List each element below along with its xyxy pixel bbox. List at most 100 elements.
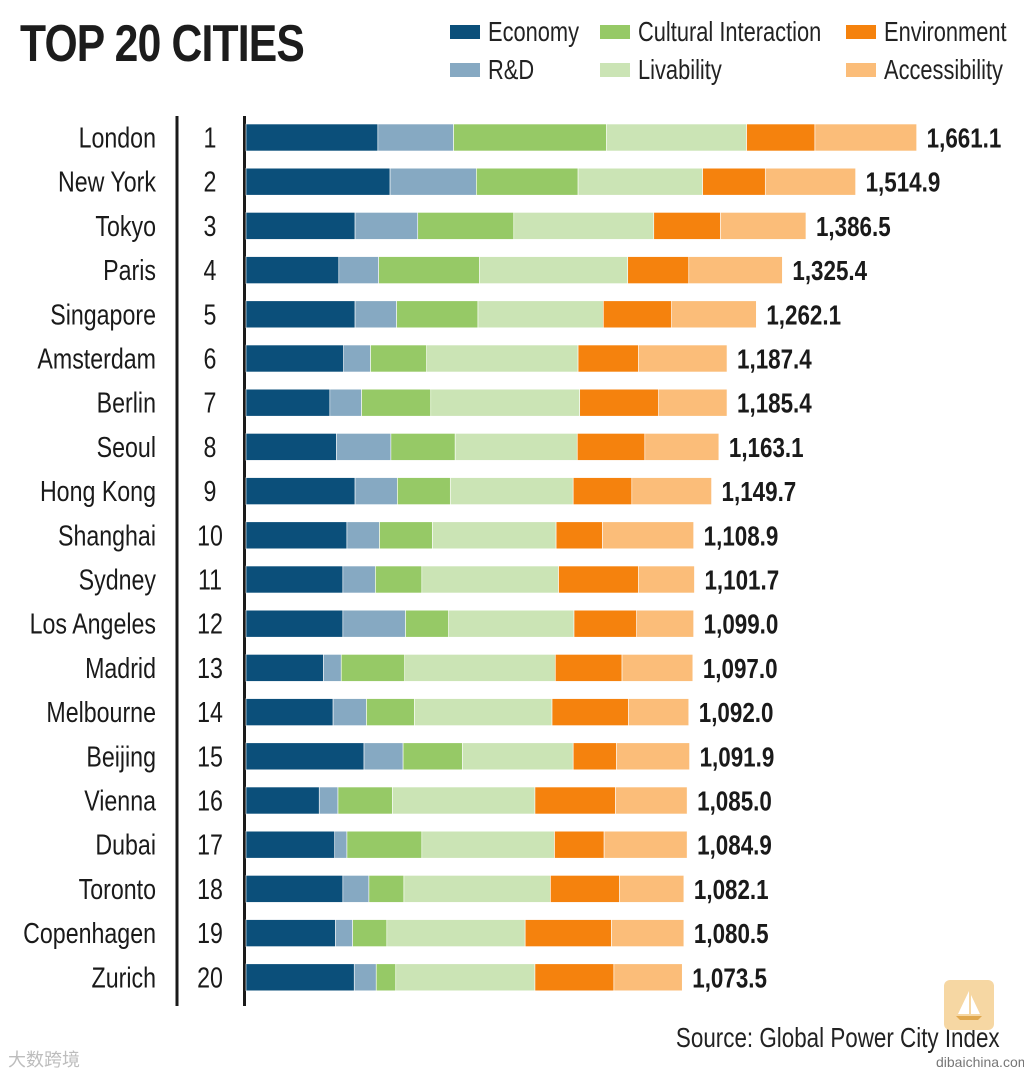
city-label-amsterdam: Amsterdam (37, 342, 156, 375)
bar-melbourne-livability (414, 698, 553, 726)
bar-berlin-livability (430, 388, 581, 417)
rank-label-11: 11 (198, 563, 222, 596)
bar-sydney-cultural-interaction (375, 565, 423, 594)
bar-amsterdam-accessibility (638, 344, 728, 373)
bar-new-york-r-d (389, 167, 477, 196)
bar-vienna-economy (245, 786, 320, 815)
bar-amsterdam-r-d (343, 344, 371, 373)
bar-singapore-livability (477, 300, 604, 329)
bar-madrid-livability (404, 654, 556, 682)
bar-shanghai-cultural-interaction (379, 521, 433, 550)
rank-label-17: 17 (197, 828, 223, 861)
legend-item-economy: Economy (450, 16, 605, 48)
city-label-hong-kong: Hong Kong (40, 475, 156, 508)
bar-new-york-accessibility (764, 167, 856, 196)
bar-dubai-livability (421, 830, 555, 859)
bar-vienna-cultural-interaction (337, 786, 393, 815)
city-label-paris: Paris (103, 254, 156, 287)
bar-london-accessibility (814, 123, 917, 152)
rank-label-1: 1 (204, 121, 217, 154)
total-label-vienna: 1,085.0 (697, 786, 772, 817)
rank-label-3: 3 (204, 209, 217, 242)
bar-tokyo-cultural-interaction (417, 212, 515, 240)
bar-beijing-environment (572, 742, 617, 771)
bar-los-angeles-environment (573, 609, 637, 638)
bar-dubai-r-d (334, 830, 348, 859)
total-label-los-angeles: 1,099.0 (704, 609, 779, 640)
bar-paris-accessibility (688, 256, 783, 284)
bar-berlin-cultural-interaction (361, 388, 432, 417)
bar-singapore-environment (603, 300, 672, 329)
bar-paris-livability (479, 256, 629, 284)
bar-sydney-r-d (342, 565, 376, 594)
bar-zurich-livability (395, 963, 536, 992)
bar-los-angeles-cultural-interaction (405, 609, 449, 638)
total-label-sydney: 1,101.7 (704, 565, 779, 596)
city-label-tokyo: Tokyo (95, 209, 156, 242)
city-label-singapore: Singapore (50, 298, 156, 331)
bar-seoul-livability (454, 433, 578, 461)
city-label-berlin: Berlin (97, 386, 156, 419)
city-label-sydney: Sydney (79, 563, 157, 596)
legend-label-rd: R&D (488, 54, 535, 85)
bar-los-angeles-livability (448, 609, 575, 638)
legend-label-livability: Livability (638, 54, 722, 85)
total-label-dubai: 1,084.9 (697, 830, 772, 861)
bar-toronto-r-d (342, 875, 370, 903)
legend-swatch-environment (846, 25, 876, 39)
city-label-los-angeles: Los Angeles (30, 607, 156, 640)
bar-copenhagen-accessibility (611, 919, 685, 947)
city-label-vienna: Vienna (84, 784, 156, 817)
bar-madrid-accessibility (621, 654, 694, 682)
bar-seoul-economy (245, 433, 337, 461)
bar-hong-kong-accessibility (631, 477, 712, 505)
bar-toronto-accessibility (619, 875, 685, 903)
bar-copenhagen-livability (386, 919, 526, 947)
rank-label-13: 13 (197, 651, 223, 684)
total-label-paris: 1,325.4 (792, 256, 867, 287)
total-label-seoul: 1,163.1 (729, 433, 804, 464)
bar-vienna-accessibility (615, 786, 688, 815)
bar-berlin-accessibility (658, 388, 728, 417)
city-label-shanghai: Shanghai (58, 519, 156, 552)
city-label-new-york: New York (58, 165, 157, 198)
bar-beijing-accessibility (616, 742, 690, 771)
rank-label-10: 10 (197, 519, 223, 552)
city-label-beijing: Beijing (86, 740, 156, 773)
rank-label-18: 18 (197, 872, 223, 905)
bar-zurich-economy (245, 963, 355, 992)
bar-beijing-cultural-interaction (402, 742, 463, 771)
bar-shanghai-environment (555, 521, 603, 550)
bar-hong-kong-environment (572, 477, 633, 505)
bar-seoul-accessibility (644, 433, 720, 461)
city-label-dubai: Dubai (95, 828, 156, 861)
bar-los-angeles-economy (245, 609, 344, 638)
bar-new-york-livability (577, 167, 703, 196)
bar-hong-kong-economy (245, 477, 356, 505)
bar-berlin-r-d (329, 388, 362, 417)
bar-vienna-livability (392, 786, 536, 815)
bar-madrid-environment (554, 654, 623, 682)
bar-beijing-livability (462, 742, 574, 771)
bar-sydney-livability (421, 565, 559, 594)
city-label-madrid: Madrid (85, 651, 156, 684)
chart-title: TOP 20 CITIES (20, 15, 305, 73)
bar-los-angeles-r-d (342, 609, 406, 638)
bar-london-environment (746, 123, 816, 152)
watermark-logo-text: dibaichina.com (936, 1054, 1024, 1070)
rank-label-2: 2 (204, 165, 217, 198)
rank-label-16: 16 (197, 784, 223, 817)
bar-vienna-r-d (318, 786, 339, 815)
legend-item-accessibility: Accessibility (846, 54, 1024, 86)
bar-singapore-economy (245, 300, 356, 329)
watermark-text: 大数跨境 (8, 1050, 80, 1070)
sailboat-logo-icon (944, 980, 994, 1030)
legend-item-environment: Environment (846, 16, 1024, 48)
bar-new-york-economy (245, 167, 391, 196)
city-label-copenhagen: Copenhagen (23, 917, 156, 950)
total-label-shanghai: 1,108.9 (704, 521, 779, 552)
bar-beijing-r-d (363, 742, 404, 771)
bar-london-r-d (377, 123, 454, 152)
bar-hong-kong-r-d (354, 477, 398, 505)
